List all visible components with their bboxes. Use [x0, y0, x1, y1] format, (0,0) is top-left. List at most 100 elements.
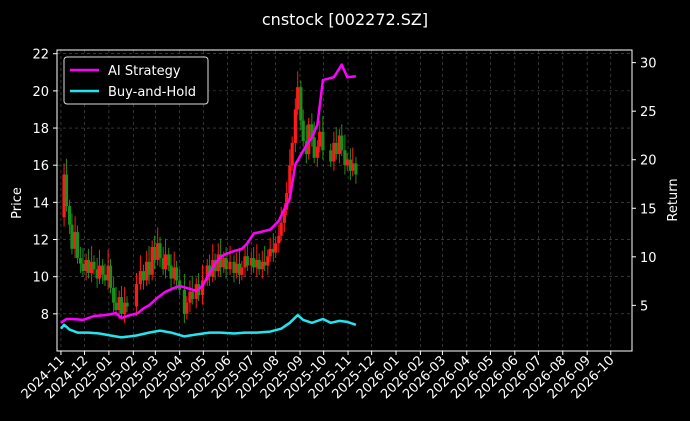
- price-candle-body: [266, 256, 270, 266]
- price-candle-body: [222, 258, 226, 268]
- right-tick-label: 25: [640, 105, 657, 120]
- price-candle-body: [169, 265, 173, 279]
- price-candle-body: [75, 232, 80, 259]
- left-axis: 8 10 12 14 16 18 20 22: [32, 48, 57, 323]
- price-candle-body: [156, 243, 160, 260]
- price-candle-body: [106, 265, 110, 281]
- price-candle-body: [310, 124, 314, 138]
- left-tick-label: 8: [41, 308, 49, 323]
- price-candle-body: [249, 258, 253, 266]
- price-candle-body: [343, 150, 347, 166]
- price-candle-body: [161, 258, 165, 270]
- price-candle-body: [81, 263, 85, 272]
- price-candle-body: [141, 271, 146, 281]
- price-candle-body: [103, 274, 107, 281]
- price-candle-body: [348, 159, 352, 171]
- price-candle-body: [321, 131, 325, 151]
- price-candle-body: [307, 124, 311, 155]
- price-candle-body: [354, 163, 358, 175]
- price-candle-body: [112, 287, 116, 303]
- price-candle-body: [296, 87, 300, 110]
- price-candle-body: [299, 87, 303, 121]
- legend-label-buy-and-hold: Buy-and-Hold: [108, 85, 196, 100]
- price-candle-body: [167, 254, 171, 266]
- left-tick-label: 10: [32, 271, 49, 286]
- price-candle-body: [101, 265, 105, 275]
- price-candle-body: [252, 258, 256, 268]
- price-candle-body: [232, 261, 236, 273]
- price-candle-body: [268, 248, 272, 257]
- price-candle-body: [62, 174, 66, 218]
- right-tick-label: 10: [640, 251, 657, 266]
- price-candle-body: [205, 265, 209, 281]
- left-tick-label: 14: [32, 196, 49, 211]
- right-tick-label: 5: [640, 299, 648, 314]
- left-tick-label: 12: [32, 234, 49, 249]
- price-candle-body: [73, 232, 77, 249]
- price-candles: [62, 71, 358, 324]
- price-candle-body: [228, 261, 232, 270]
- price-candle-body: [200, 280, 205, 296]
- price-candle-body: [285, 193, 289, 210]
- right-tick-label: 20: [640, 154, 657, 169]
- price-candle-body: [163, 254, 168, 270]
- price-candle-body: [138, 271, 142, 285]
- price-candle-body: [334, 142, 338, 155]
- price-candle-body: [97, 265, 102, 279]
- price-candle-body: [216, 254, 220, 272]
- price-candle-body: [315, 146, 319, 158]
- price-candle-body: [224, 258, 228, 270]
- price-candle-body: [108, 265, 113, 288]
- legend-label-ai-strategy: AI Strategy: [108, 64, 181, 79]
- price-candle-body: [243, 256, 247, 268]
- price-candle-body: [301, 120, 305, 142]
- price-candle-body: [182, 289, 187, 314]
- price-candle-body: [188, 291, 192, 303]
- price-candle-body: [147, 261, 151, 275]
- price-candle-body: [190, 291, 194, 299]
- price-candle-body: [279, 222, 283, 236]
- left-tick-label: 16: [32, 159, 49, 174]
- plot-frame: [56, 49, 633, 352]
- price-candle-body: [145, 261, 149, 281]
- price-candle-body: [263, 261, 267, 266]
- price-candle-body: [86, 259, 91, 273]
- price-candle-body: [312, 137, 316, 158]
- price-candle-body: [260, 261, 264, 270]
- legend: AI Strategy Buy-and-Hold: [63, 56, 209, 105]
- chart-title: cnstock [002272.SZ]: [262, 10, 428, 29]
- price-candle-body: [293, 109, 297, 143]
- left-axis-label: Price: [10, 187, 25, 219]
- price-candle-body: [240, 267, 244, 275]
- price-candle-body: [64, 174, 69, 207]
- price-candle-body: [345, 159, 349, 166]
- price-candle-body: [340, 135, 344, 151]
- price-candle-body: [234, 263, 238, 273]
- price-candle-body: [318, 131, 322, 147]
- price-candle-body: [337, 135, 341, 155]
- price-candle-body: [92, 261, 96, 270]
- price-candle-body: [84, 259, 88, 272]
- price-candle-body: [255, 259, 259, 268]
- price-candle-body: [114, 302, 118, 311]
- price-candle-body: [78, 258, 83, 264]
- price-candle-body: [117, 297, 121, 311]
- price-candle-body: [332, 142, 336, 162]
- right-axis-label: Return: [666, 178, 681, 221]
- price-candle-body: [219, 254, 223, 268]
- price-candle-body: [351, 163, 355, 171]
- price-candle-body: [237, 263, 242, 275]
- price-candle-body: [277, 235, 281, 244]
- price-candle-body: [257, 259, 261, 270]
- ai-strategy-line: [60, 63, 357, 324]
- price-candle-body: [67, 206, 72, 225]
- price-candle-body: [134, 284, 139, 307]
- price-candle-body: [150, 246, 154, 275]
- price-candle-body: [174, 267, 179, 281]
- legend-box: [63, 56, 209, 105]
- price-candle-body: [158, 243, 162, 259]
- price-candle-body: [125, 302, 129, 307]
- right-tick-label: 15: [640, 202, 657, 217]
- price-candle-body: [288, 165, 292, 194]
